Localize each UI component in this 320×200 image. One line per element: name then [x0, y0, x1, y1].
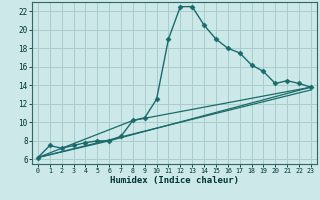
X-axis label: Humidex (Indice chaleur): Humidex (Indice chaleur) [110, 176, 239, 185]
